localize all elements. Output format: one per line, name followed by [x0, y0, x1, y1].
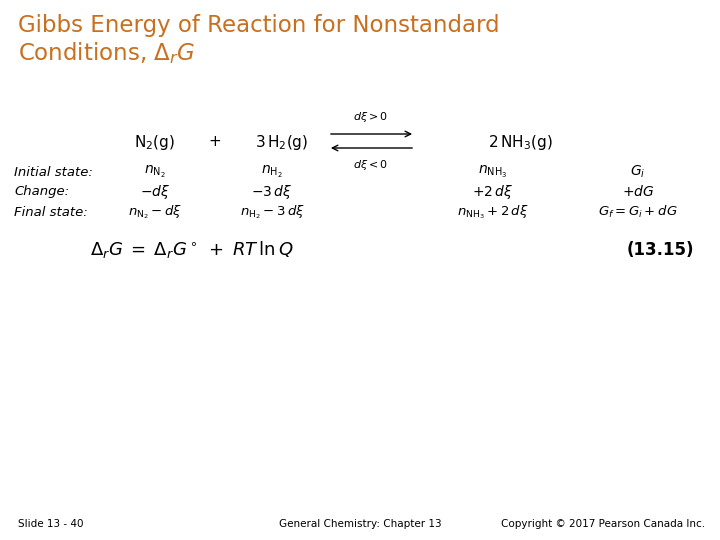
Text: $n_{\mathrm{H_2}}$: $n_{\mathrm{H_2}}$	[261, 164, 283, 180]
Text: $+dG$: $+dG$	[622, 185, 654, 199]
Text: Final state:: Final state:	[14, 206, 88, 219]
Text: $G_i$: $G_i$	[630, 164, 646, 180]
Text: +: +	[209, 134, 221, 150]
Text: Initial state:: Initial state:	[14, 165, 93, 179]
Text: General Chemistry: Chapter 13: General Chemistry: Chapter 13	[279, 519, 441, 529]
Text: $d\xi < 0$: $d\xi < 0$	[354, 158, 389, 172]
Text: $\mathrm{N_2(g)}$: $\mathrm{N_2(g)}$	[135, 132, 176, 152]
Text: $+2\,d\xi$: $+2\,d\xi$	[472, 183, 513, 201]
Text: $\Delta_r G \;=\; \Delta_r G^\circ \;+\; RT\,\mathrm{ln}\, Q$: $\Delta_r G \;=\; \Delta_r G^\circ \;+\;…	[90, 240, 294, 260]
Text: (13.15): (13.15)	[626, 241, 694, 259]
Text: $n_{\mathrm{N_2}} - d\xi$: $n_{\mathrm{N_2}} - d\xi$	[128, 203, 182, 221]
Text: $-d\xi$: $-d\xi$	[140, 183, 170, 201]
Text: $2\,\mathrm{NH_3(g)}$: $2\,\mathrm{NH_3(g)}$	[487, 132, 552, 152]
Text: Slide 13 - 40: Slide 13 - 40	[18, 519, 84, 529]
Text: $3\,\mathrm{H_2(g)}$: $3\,\mathrm{H_2(g)}$	[256, 132, 309, 152]
Text: Gibbs Energy of Reaction for Nonstandard: Gibbs Energy of Reaction for Nonstandard	[18, 14, 500, 37]
Text: $n_{\mathrm{NH_3}}$: $n_{\mathrm{NH_3}}$	[478, 164, 508, 180]
Text: $-3\,d\xi$: $-3\,d\xi$	[251, 183, 292, 201]
Text: Copyright © 2017 Pearson Canada Inc.: Copyright © 2017 Pearson Canada Inc.	[501, 519, 705, 529]
Text: Conditions, $\Delta_r G$: Conditions, $\Delta_r G$	[18, 40, 195, 66]
Text: Change:: Change:	[14, 186, 69, 199]
Text: $G_f = G_i + dG$: $G_f = G_i + dG$	[598, 204, 678, 220]
Text: $n_{\mathrm{N_2}}$: $n_{\mathrm{N_2}}$	[144, 164, 166, 180]
Text: $d\xi > 0$: $d\xi > 0$	[354, 110, 389, 124]
Text: $n_{\mathrm{NH_3}} + 2\,d\xi$: $n_{\mathrm{NH_3}} + 2\,d\xi$	[457, 203, 529, 221]
Text: $n_{\mathrm{H_2}} - 3\,d\xi$: $n_{\mathrm{H_2}} - 3\,d\xi$	[240, 203, 305, 221]
